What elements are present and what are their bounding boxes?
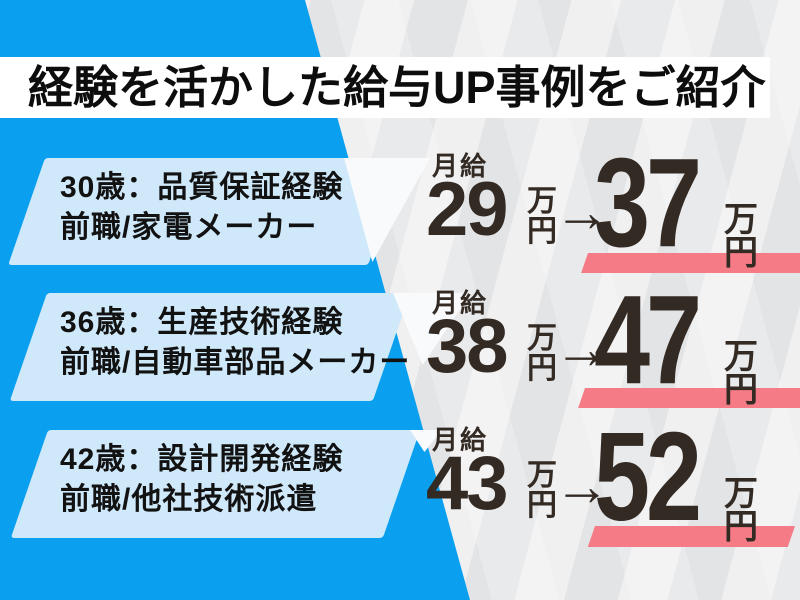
salary-after-value: 37 bbox=[594, 132, 702, 273]
salary-unit-before: 万 円 bbox=[527, 187, 557, 247]
case-profile: 42歳：設計開発経験 前職/他社技術派遣 bbox=[60, 440, 343, 520]
unit-yen: 円 bbox=[724, 234, 758, 272]
unit-man: 万 bbox=[724, 201, 758, 239]
unit-man: 万 bbox=[724, 475, 758, 513]
profile-line: 前職/他社技術派遣 bbox=[60, 483, 318, 516]
arrow-icon: → bbox=[554, 317, 610, 380]
unit-yen: 円 bbox=[527, 352, 557, 385]
unit-yen: 円 bbox=[724, 371, 758, 409]
salary-after-value: 47 bbox=[594, 269, 702, 410]
salary-label: 月給 bbox=[432, 151, 489, 181]
unit-man: 万 bbox=[724, 338, 758, 376]
profile-line: 前職/家電メーカー bbox=[60, 211, 318, 244]
profile-line: 前職/自動車部品メーカー bbox=[60, 346, 411, 379]
salary-before-value: 38 bbox=[426, 304, 509, 389]
salary-unit-before: 万 円 bbox=[527, 324, 557, 384]
unit-yen: 円 bbox=[527, 489, 557, 522]
profile-line: 30歳：品質保証経験 bbox=[60, 171, 344, 204]
arrow-icon: → bbox=[554, 454, 610, 517]
salary-unit-after: 万 円 bbox=[724, 475, 758, 546]
unit-yen: 円 bbox=[527, 215, 557, 248]
profile-line: 42歳：設計開発経験 bbox=[60, 443, 344, 476]
arrow-icon: → bbox=[554, 180, 610, 243]
profile-line: 36歳：生産技術経験 bbox=[60, 306, 344, 339]
salary-after-value: 52 bbox=[594, 406, 702, 547]
title-banner: 経験を活かした給与UP事例をご紹介 bbox=[0, 57, 770, 118]
unit-man: 万 bbox=[527, 459, 557, 492]
salary-unit-after: 万 円 bbox=[724, 201, 758, 272]
salary-before-value: 43 bbox=[426, 441, 509, 526]
salary-unit-after: 万 円 bbox=[724, 338, 758, 409]
case-profile: 36歳：生産技術経験 前職/自動車部品メーカー bbox=[60, 303, 410, 383]
page-title: 経験を活かした給与UP事例をご紹介 bbox=[28, 62, 766, 113]
unit-man: 万 bbox=[527, 185, 557, 218]
salary-unit-before: 万 円 bbox=[527, 461, 557, 521]
salary-label: 月給 bbox=[432, 425, 489, 455]
unit-man: 万 bbox=[527, 322, 557, 355]
unit-yen: 円 bbox=[724, 508, 758, 546]
salary-label: 月給 bbox=[432, 288, 489, 318]
case-profile: 30歳：品質保証経験 前職/家電メーカー bbox=[60, 168, 343, 248]
salary-before-value: 29 bbox=[426, 167, 509, 252]
